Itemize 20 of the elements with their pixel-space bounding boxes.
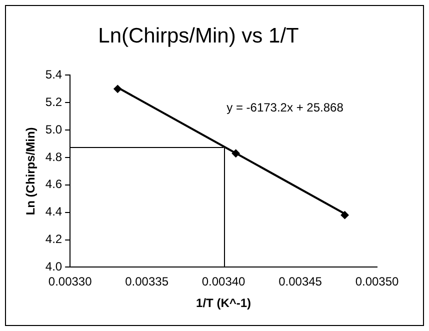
- y-tick-label: 5.4: [45, 68, 62, 82]
- point: [232, 149, 240, 158]
- y-tick-label: 4.0: [45, 260, 62, 274]
- y-axis-title: Ln (Chirps/Min): [24, 127, 38, 216]
- y-tick-label: 4.2: [45, 232, 62, 246]
- annotation: y = -6173.2x + 25.868: [226, 100, 344, 115]
- y-tick-label: 4.8: [45, 150, 62, 164]
- y-tick-label: 4.6: [45, 177, 62, 192]
- x-axis-title: 1/T (K^-1): [196, 296, 252, 310]
- point: [114, 84, 122, 93]
- x-tick-label: 0.00340: [202, 274, 246, 289]
- x-tick-label: 0.00350: [355, 274, 400, 289]
- y-tick-label: 5.2: [45, 94, 62, 109]
- x-tick-label: 0.00330: [48, 274, 92, 289]
- x-tick-label: 0.00335: [125, 274, 169, 289]
- y-tick-label: 4.4: [45, 204, 62, 219]
- point: [340, 211, 349, 220]
- x-tick-label: 0.00345: [278, 274, 322, 289]
- chart-title: Ln(Chirps/Min) vs 1/T: [98, 24, 300, 48]
- y-tick-label: 5.0: [45, 122, 62, 136]
